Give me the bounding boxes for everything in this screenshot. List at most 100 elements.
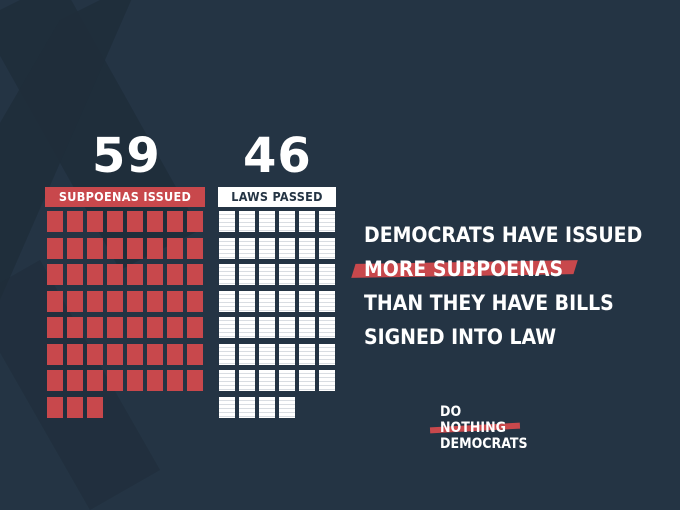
document-icon [279,370,295,391]
document-icon [219,290,235,312]
headline: DEMOCRATS HAVE ISSUED MORE SUBPOENAS THA… [364,218,674,354]
headline-line-1: DEMOCRATS HAVE ISSUED [364,223,643,247]
document-icon [167,343,183,365]
document-icon [47,317,63,338]
document-icon [299,343,315,365]
document-icon [187,264,203,285]
document-icon [167,237,183,259]
document-icon [299,237,315,259]
document-icon [299,370,315,391]
document-icon [67,317,83,338]
document-icon [279,290,295,312]
document-icon [279,396,295,418]
logo-line-2: NOTHING [440,420,506,436]
document-icon [239,290,255,312]
document-icon [47,264,63,285]
document-icon [319,317,335,338]
document-icon [127,264,143,285]
document-icon [259,317,275,338]
document-icon [239,370,255,391]
document-icon [107,343,123,365]
document-icon [219,370,235,391]
document-icon [219,317,235,338]
document-icon [319,264,335,285]
document-icon [279,237,295,259]
document-icon [67,343,83,365]
document-icon [239,317,255,338]
document-icon [47,370,63,391]
document-icon [127,211,143,232]
document-icon [67,211,83,232]
headline-line-4: SIGNED INTO LAW [364,325,557,349]
document-icon [107,317,123,338]
document-icon [319,290,335,312]
document-icon [47,396,63,418]
document-icon [187,370,203,391]
laws-label: LAWS PASSED [218,187,336,207]
document-icon [67,370,83,391]
document-icon [107,290,123,312]
document-icon [187,237,203,259]
document-icon [239,211,255,232]
document-icon [279,211,295,232]
document-icon [147,317,163,338]
document-icon [239,396,255,418]
document-icon [87,264,103,285]
document-icon [107,264,123,285]
document-icon [219,237,235,259]
subpoena-count: 59 [92,128,161,184]
laws-count: 46 [243,128,312,184]
document-icon [107,237,123,259]
document-icon [187,290,203,312]
document-icon [147,237,163,259]
document-icon [239,264,255,285]
document-icon [187,211,203,232]
document-icon [87,211,103,232]
document-icon [147,370,163,391]
document-icon [299,264,315,285]
document-icon [47,343,63,365]
document-icon [279,317,295,338]
document-icon [219,343,235,365]
document-icon [147,290,163,312]
document-icon [167,370,183,391]
document-icon [87,237,103,259]
document-icon [147,211,163,232]
document-icon [167,317,183,338]
document-icon [219,264,235,285]
document-icon [47,237,63,259]
document-icon [299,211,315,232]
document-icon [127,237,143,259]
logo: DO NOTHING DEMOCRATS [440,404,528,452]
document-icon [319,211,335,232]
document-icon [259,370,275,391]
document-icon [299,317,315,338]
document-icon [259,237,275,259]
document-icon [259,396,275,418]
document-icon [319,343,335,365]
document-icon [87,396,103,418]
document-icon [167,211,183,232]
document-icon [319,237,335,259]
document-icon [107,211,123,232]
document-icon [87,317,103,338]
document-icon [127,317,143,338]
document-icon [279,264,295,285]
document-icon [259,264,275,285]
document-icon [87,370,103,391]
document-icon [299,290,315,312]
document-icon [239,343,255,365]
document-icon [67,237,83,259]
document-icon [259,211,275,232]
document-icon [67,396,83,418]
headline-highlight: MORE SUBPOENAS [364,252,563,286]
document-icon [87,343,103,365]
logo-line-3: DEMOCRATS [440,436,528,452]
document-icon [67,264,83,285]
headline-line-3: THAN THEY HAVE BILLS [364,291,614,315]
document-icon [47,290,63,312]
document-icon [107,370,123,391]
document-icon [319,370,335,391]
document-icon [167,290,183,312]
subpoenas-label: SUBPOENAS ISSUED [45,187,205,207]
